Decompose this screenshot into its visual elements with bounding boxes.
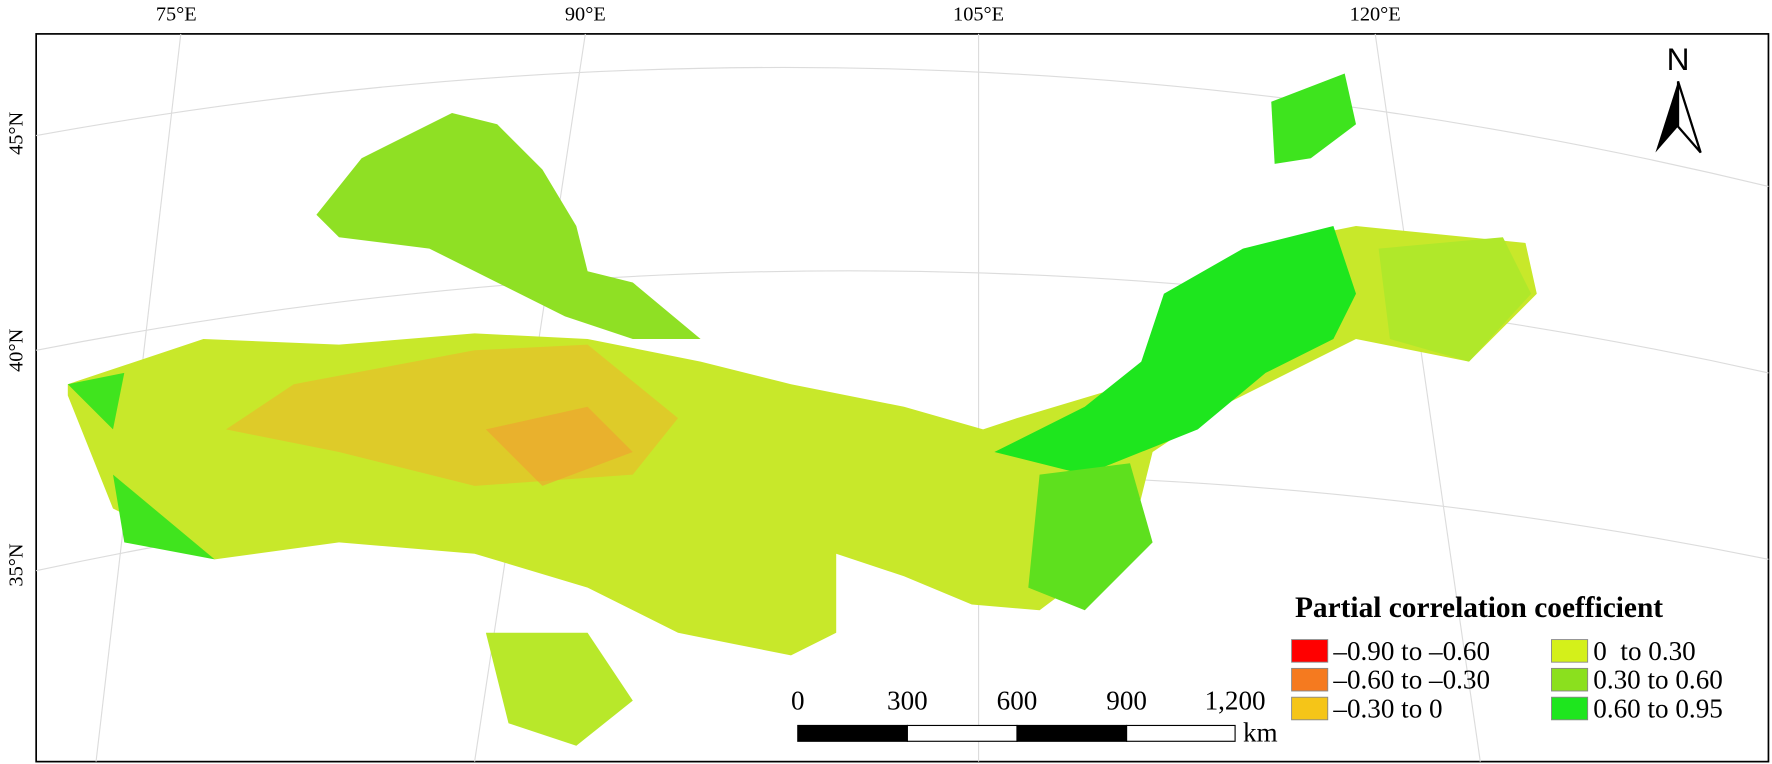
scale-unit: km	[1243, 717, 1278, 747]
legend-swatch	[1291, 667, 1329, 692]
legend-label: –0.60 to –0.30	[1332, 665, 1490, 695]
north-label: N	[1667, 41, 1690, 77]
scale-label: 0	[791, 686, 805, 716]
scale-label: 900	[1106, 686, 1147, 716]
legend-label: –0.30 to 0	[1332, 694, 1442, 724]
legend-swatch	[1551, 667, 1589, 692]
legend-swatch	[1551, 696, 1589, 721]
map-content: 75°E 90°E 105°E 120°E 45°N 40°N 35°N N 0…	[6, 3, 1770, 763]
correlation-regions	[67, 73, 1537, 746]
north-arrow: N	[1655, 41, 1702, 154]
legend-label: –0.90 to –0.60	[1332, 636, 1490, 666]
legend: Partial correlation coefficient –0.90 to…	[1291, 592, 1723, 724]
longitude-label: 120°E	[1350, 3, 1401, 25]
scale-label: 1,200	[1205, 686, 1266, 716]
legend-swatch	[1551, 639, 1589, 663]
scale-label: 300	[887, 686, 928, 716]
longitude-label: 105°E	[953, 3, 1004, 25]
latitude-label: 35°N	[6, 543, 28, 586]
legend-label: 0.60 to 0.95	[1593, 694, 1723, 724]
latitude-label: 45°N	[6, 111, 28, 154]
legend-swatch	[1291, 639, 1329, 663]
scale-label: 600	[997, 686, 1038, 716]
scale-bar: 0 300 600 900 1,200 km	[791, 686, 1278, 748]
legend-label: 0 to 0.30	[1593, 636, 1695, 666]
legend-label: 0.30 to 0.60	[1593, 665, 1723, 695]
longitude-label: 75°E	[156, 3, 197, 25]
legend-swatch	[1291, 696, 1329, 721]
latitude-label: 40°N	[6, 328, 28, 371]
legend-title: Partial correlation coefficient	[1295, 592, 1663, 624]
longitude-label: 90°E	[565, 3, 606, 25]
